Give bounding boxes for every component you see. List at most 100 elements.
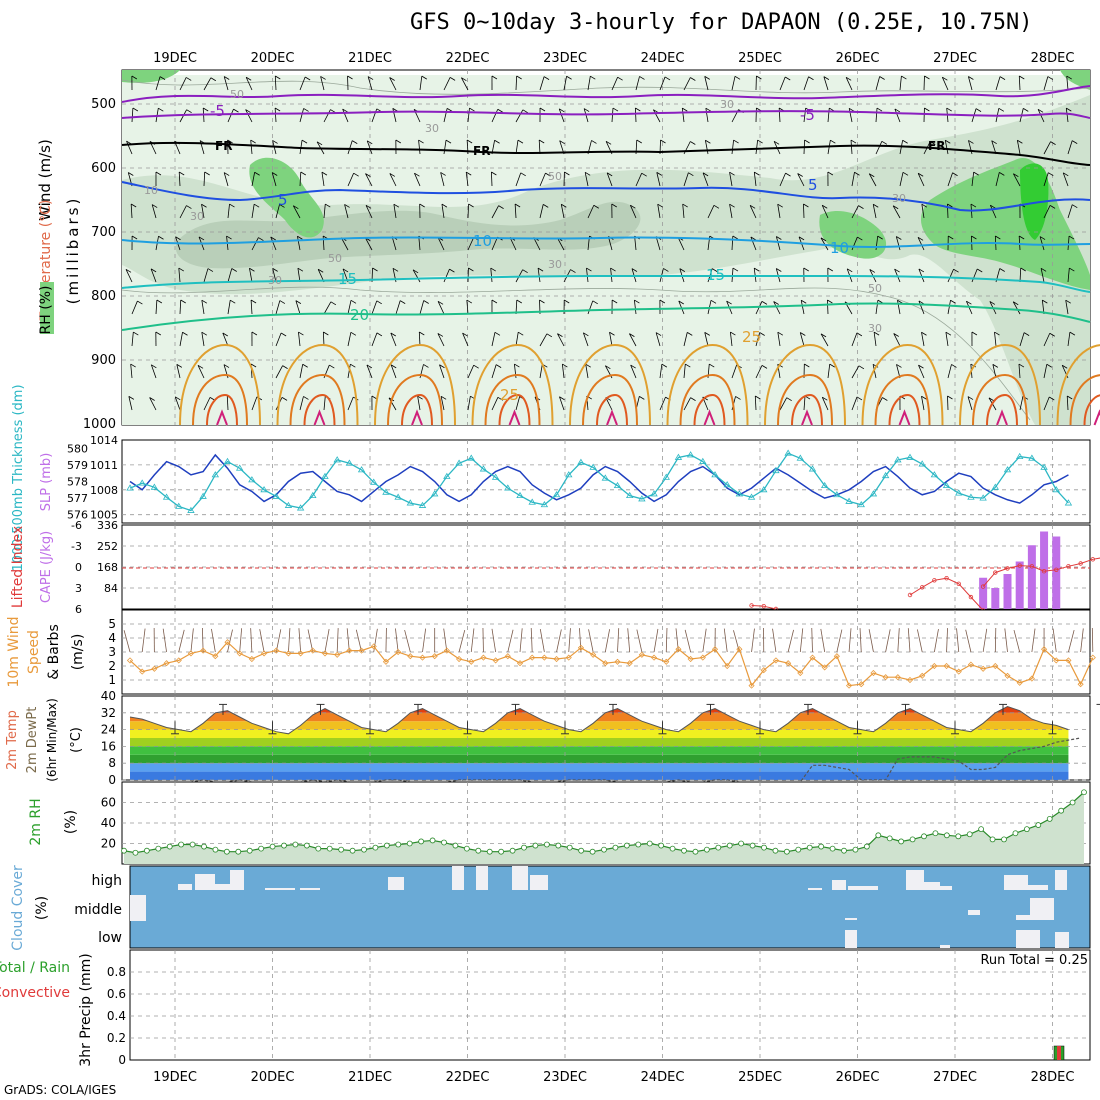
slp-marker	[248, 476, 256, 483]
wind-barb	[515, 396, 521, 411]
wind-barb-flag	[186, 109, 192, 114]
wind-barb	[275, 300, 281, 315]
wind-marker	[175, 657, 182, 664]
wind-barb	[441, 204, 445, 219]
wind-barb-flag	[437, 300, 444, 305]
wind-barb	[179, 332, 183, 347]
wind-barb-flag	[994, 331, 1000, 336]
wind-barb	[1066, 76, 1069, 91]
slp-marker	[479, 465, 488, 472]
wind-barb-flag	[392, 267, 399, 272]
tick-label: 1005	[90, 509, 118, 522]
wind-barb	[1039, 236, 1045, 251]
wind-marker	[1016, 679, 1023, 686]
wind-marker	[163, 660, 170, 667]
rh-marker	[452, 842, 459, 849]
cloud-block	[1004, 875, 1028, 890]
tick-label: 168	[97, 561, 118, 574]
wind-barb	[704, 76, 709, 91]
wind10m-barb	[820, 628, 826, 653]
wind-barb-flag	[918, 364, 924, 369]
wind-barb-flag	[777, 203, 783, 208]
slp-marker	[504, 484, 512, 491]
wind-barb	[897, 300, 901, 315]
wind-barb-flag	[823, 76, 830, 80]
wind-barb	[203, 77, 212, 91]
contour-25	[764, 343, 846, 426]
contour-30	[972, 373, 1028, 426]
wind-barb-flag	[635, 107, 641, 112]
contour-30	[777, 373, 833, 426]
wind-barb-flag	[592, 300, 598, 305]
wind-barb-flag	[186, 205, 192, 209]
wind10m-markers	[126, 639, 1096, 689]
wind-marker	[529, 654, 536, 661]
wind-barb	[635, 173, 643, 187]
li-grid	[122, 525, 1090, 609]
rh-marker	[726, 842, 733, 849]
rh-marker	[1035, 822, 1042, 828]
date-label-top: 21DEC	[348, 51, 392, 66]
cloud-block	[938, 886, 952, 890]
wind-barb	[559, 396, 565, 411]
wind-barb-flag	[393, 203, 400, 208]
wind-barb	[729, 332, 733, 347]
wind-barb	[201, 332, 205, 347]
label-rh50-c: 50	[548, 170, 562, 183]
label-fr-3: FR	[928, 139, 945, 153]
slp-marker	[699, 457, 707, 464]
wind-barb-flag	[1065, 299, 1071, 304]
label-rh50-b: 50	[328, 252, 342, 265]
rh-marker	[486, 848, 493, 855]
li-marker	[761, 604, 766, 609]
wind-barb	[635, 76, 640, 91]
wind-barb-flag	[999, 76, 1006, 80]
rh-marker	[521, 844, 527, 851]
wind-barb-flag	[412, 269, 419, 274]
wind-barb-flag	[417, 395, 423, 400]
wind-barb-flag	[321, 171, 328, 176]
slp-marker	[175, 502, 183, 509]
wind-barb-flag	[710, 299, 717, 304]
wind-barb	[655, 332, 661, 347]
wind-barb	[126, 140, 133, 155]
cloud-block	[530, 875, 548, 890]
cloud-block	[940, 945, 950, 948]
precip-grid	[130, 950, 1090, 1060]
wind10m-barbs	[123, 627, 1094, 653]
tick-label: 900	[91, 353, 116, 368]
wind-barb	[155, 300, 158, 315]
contour-35	[693, 393, 726, 426]
rh-marker	[303, 842, 310, 849]
wind-barb	[515, 109, 524, 123]
wind-barb-flag	[520, 172, 526, 177]
contour-30	[874, 373, 931, 426]
wind10m-barb	[178, 629, 185, 653]
wind-barb	[178, 172, 181, 187]
wind-barb-flag	[968, 140, 974, 144]
contour-35	[888, 393, 921, 426]
wind-barb-flag	[517, 139, 524, 144]
wind-barb-flag	[437, 333, 444, 337]
wind-barb	[994, 332, 997, 347]
wind-barb	[851, 205, 859, 219]
wind-barb-flag	[804, 363, 810, 368]
wind-barb	[683, 397, 691, 411]
wind-barb-flag	[869, 269, 876, 273]
wind-marker	[724, 662, 731, 670]
wind10m-barb	[733, 630, 740, 653]
wind-barb-flag	[274, 107, 281, 112]
wind-marker	[711, 646, 719, 653]
slp-marker	[296, 504, 305, 511]
upper-air-panel: -5 -5 FR FR FR 5 5 10 10 15 15 20 25 25 …	[36, 69, 1100, 432]
wind-barb	[1067, 332, 1071, 347]
wind-barb-flag	[449, 268, 455, 273]
wind-barb	[227, 300, 231, 315]
wind-barb-flag	[224, 76, 230, 80]
rh-marker	[829, 845, 836, 852]
wind-barb	[803, 76, 809, 91]
li-ticks: -6 -3 0 3 6	[71, 519, 82, 616]
wind-barb	[130, 364, 133, 379]
wind-barb	[777, 332, 781, 347]
wind-barb	[702, 172, 709, 187]
